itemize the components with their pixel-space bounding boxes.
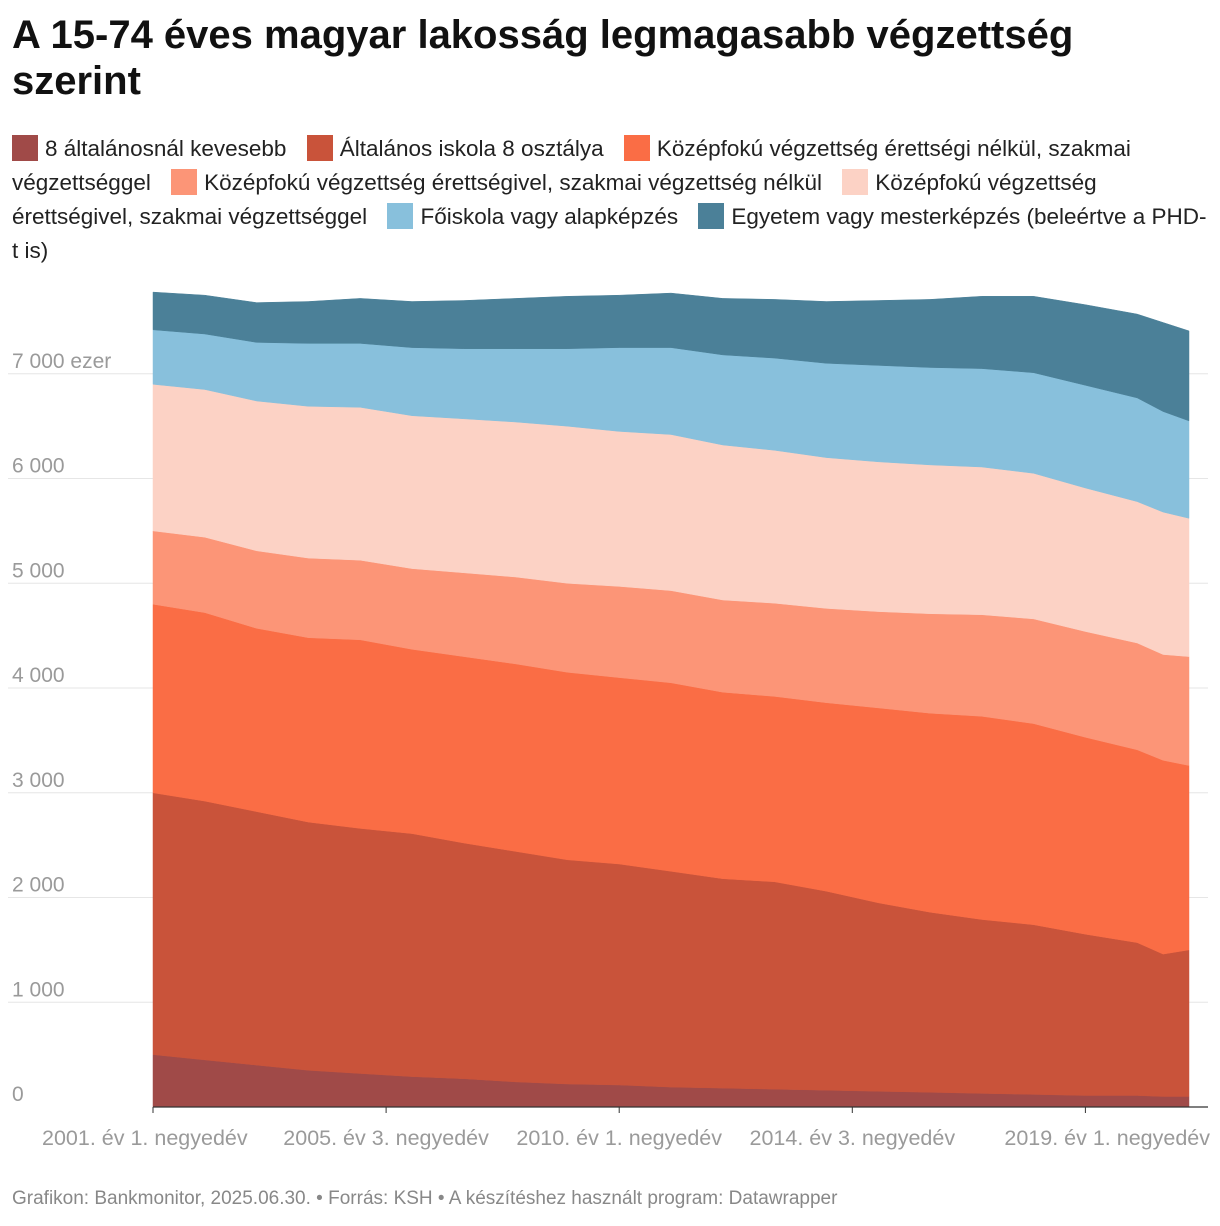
legend-item: Középfokú végzettség érettségi nélkül, s… (12, 135, 1131, 195)
chart-footer: Grafikon: Bankmonitor, 2025.06.30. • For… (12, 1188, 838, 1209)
legend-swatch (306, 135, 333, 161)
legend-label: Középfokú végzettség érettségivel, szakm… (12, 170, 1097, 229)
legend-label: Általános iskola 8 osztálya (339, 136, 604, 161)
legend-swatch (387, 203, 414, 229)
legend-label: Középfokú végzettség érettségi nélkül, s… (12, 136, 1131, 195)
legend-swatch (171, 169, 198, 195)
x-tick-label: 2001. év 1. negyedév (42, 1126, 248, 1150)
y-tick-label: 4 000 (12, 664, 65, 687)
legend: 8 általánosnál kevesebb Általános iskola… (12, 132, 1208, 268)
legend-swatch (842, 169, 869, 195)
chart-title: A 15-74 éves magyar lakosság legmagasabb… (12, 13, 1074, 103)
legend-swatch (623, 135, 650, 161)
legend-label: Főiskola vagy alapképzés (420, 204, 679, 229)
legend-swatch (12, 135, 38, 161)
y-tick-label: 7 000 ezer (12, 350, 111, 373)
legend-label: Középfokú végzettség érettségivel, szakm… (204, 170, 822, 195)
y-tick-label: 2 000 (12, 874, 65, 897)
y-tick-label: 6 000 (12, 455, 65, 478)
y-tick-label: 0 (12, 1083, 24, 1106)
x-axis-ticks: 2001. év 1. negyedév 2005. év 3. negyedév… (42, 1107, 1210, 1150)
x-tick-label: 2019. év 1. negyedév (1004, 1126, 1210, 1150)
x-tick-label: 2014. év 3. negyedév (749, 1126, 955, 1150)
y-axis-ticks: 0 1 000 2 000 3 000 4 000 5 000 6 000 7 000 eze… (12, 350, 111, 1106)
y-tick-label: 1 000 (12, 978, 65, 1001)
legend-item: Általános iskola 8 osztálya (306, 135, 604, 161)
y-tick-label: 5 000 (12, 559, 65, 582)
y-tick-label: 3 000 (12, 769, 65, 792)
legend-item: Középfokú végzettség érettségivel, szakm… (12, 169, 1097, 229)
x-tick-label: 2005. év 3. negyedév (283, 1126, 489, 1150)
legend-label: 8 általánosnál kevesebb (45, 136, 287, 161)
legend-item: Középfokú végzettség érettségivel, szakm… (171, 169, 822, 195)
area-series (152, 291, 1190, 422)
legend-swatch (698, 203, 725, 229)
legend-label: Egyetem vagy mesterképzés (beleértve a P… (12, 204, 1207, 263)
area-series-group (152, 291, 1208, 1108)
legend-item: Főiskola vagy alapképzés (387, 203, 679, 229)
stacked-area-chart: 0 1 000 2 000 3 000 4 000 5 000 6 000 7 000 eze… (8, 291, 1210, 1150)
legend-item: 8 általánosnál kevesebb (12, 135, 287, 161)
legend-item: Egyetem vagy mesterképzés (beleértve a P… (12, 203, 1207, 263)
x-tick-label: 2010. év 1. negyedév (516, 1126, 722, 1150)
